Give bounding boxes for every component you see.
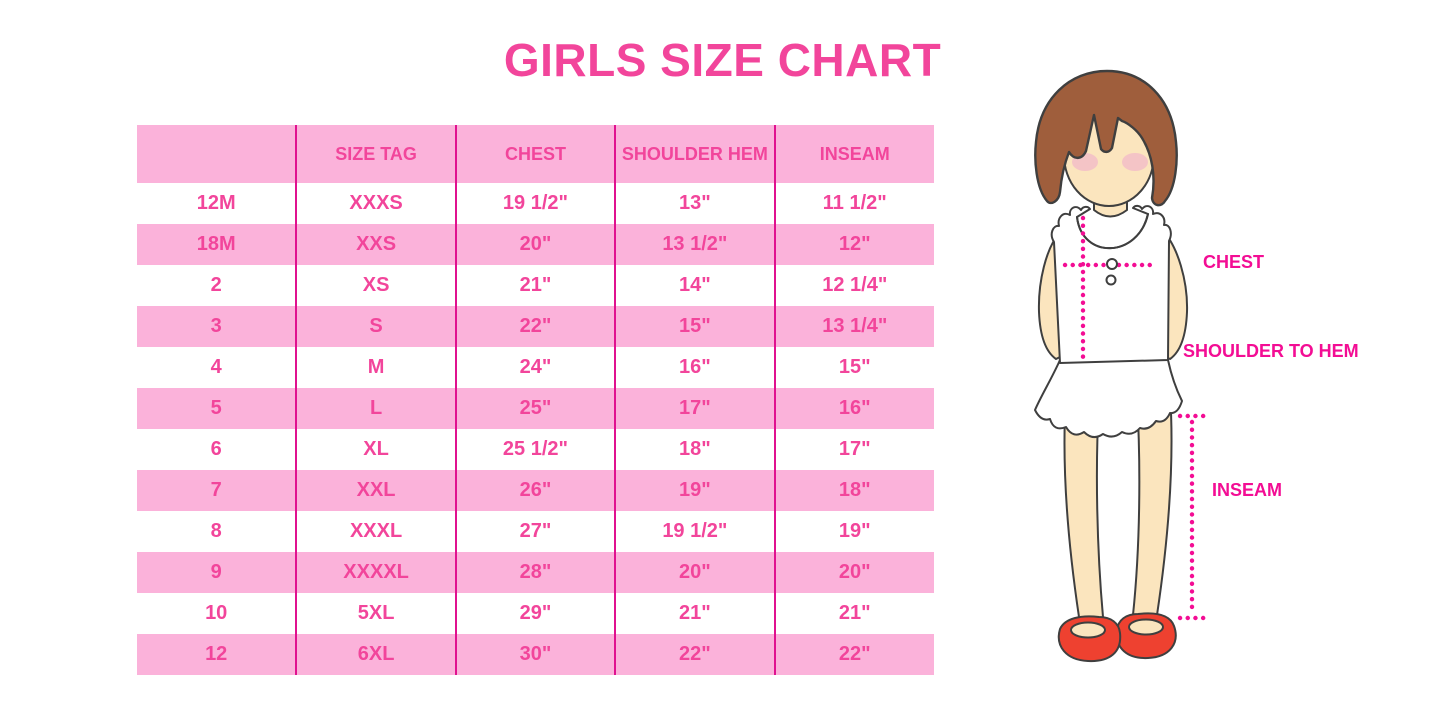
table-cell: L [295, 388, 456, 429]
table-cell: 17" [614, 388, 775, 429]
table-cell: 22" [773, 634, 934, 675]
table-cell: 25" [454, 388, 616, 429]
table-cell: 12 [137, 634, 297, 675]
girl-shoe-left-opening [1070, 621, 1106, 639]
girl-illustration [1034, 69, 1208, 663]
header-row: SIZE TAG CHEST SHOULDER HEM INSEAM [137, 125, 934, 183]
table-cell: 21" [454, 265, 616, 306]
table-cell: S [295, 306, 456, 347]
table-cell: 30" [454, 634, 616, 675]
table-cell: 20" [614, 552, 775, 593]
table-cell: 13" [614, 183, 775, 224]
column-header [137, 125, 297, 183]
table-cell: 19 1/2" [454, 183, 616, 224]
girl-hair [1034, 69, 1178, 207]
table-cell: XXXXL [295, 552, 456, 593]
table-cell: 5XL [295, 593, 456, 634]
page-title: GIRLS SIZE CHART [503, 34, 942, 86]
inseam-label: INSEAM [1212, 480, 1283, 500]
column-header: SIZE TAG [295, 125, 456, 183]
table-row: 5 L 25" 17" 16" [137, 388, 934, 429]
table-cell: XL [295, 429, 456, 470]
table-cell: 15" [773, 347, 934, 388]
chest-label: CHEST [1203, 252, 1265, 272]
table-cell: 8 [137, 511, 297, 552]
table-cell: 19 1/2" [614, 511, 775, 552]
table-cell: 13 1/4" [773, 306, 934, 347]
column-header: CHEST [454, 125, 616, 183]
table-cell: 26" [454, 470, 616, 511]
girl-top-button-1 [1106, 258, 1118, 270]
table-cell: XS [295, 265, 456, 306]
table-row: 18M XXS 20" 13 1/2" 12" [137, 224, 934, 265]
table-cell: XXXL [295, 511, 456, 552]
table-cell: 27" [454, 511, 616, 552]
size-table: SIZE TAG CHEST SHOULDER HEM INSEAM 12M XXXS 19… [137, 125, 934, 675]
table-cell: 21" [614, 593, 775, 634]
table-row: 8 XXXL 27" 19 1/2" 19" [137, 511, 934, 552]
shoulder-to-hem-label: SHOULDER TO HEM [1183, 341, 1359, 361]
table-cell: 28" [454, 552, 616, 593]
table-row: 10 5XL 29" 21" 21" [137, 593, 934, 634]
table-cell: 4 [137, 347, 297, 388]
girl-blush-right [1122, 153, 1148, 171]
table-cell: 18" [614, 429, 775, 470]
table-row: 9 XXXXL 28" 20" 20" [137, 552, 934, 593]
girl-shoe-right-opening [1128, 618, 1164, 636]
table-cell: 20" [773, 552, 934, 593]
table-cell: 21" [773, 593, 934, 634]
table-cell: XXXS [295, 183, 456, 224]
table-cell: XXS [295, 224, 456, 265]
table-row: 7 XXL 26" 19" 18" [137, 470, 934, 511]
table-cell: 14" [614, 265, 775, 306]
table-cell: 12M [137, 183, 297, 224]
table-cell: 7 [137, 470, 297, 511]
table-cell: 12" [773, 224, 934, 265]
table-cell: 11 1/2" [773, 183, 934, 224]
table-cell: 6XL [295, 634, 456, 675]
table-cell: 29" [454, 593, 616, 634]
size-table-container: SIZE TAG CHEST SHOULDER HEM INSEAM 12M XXXS 19… [137, 125, 934, 675]
table-cell: 16" [614, 347, 775, 388]
table-cell: M [295, 347, 456, 388]
table-cell: 6 [137, 429, 297, 470]
table-row: 12M XXXS 19 1/2" 13" 11 1/2" [137, 183, 934, 224]
table-row: 12 6XL 30" 22" 22" [137, 634, 934, 675]
table-row: 6 XL 25 1/2" 18" 17" [137, 429, 934, 470]
table-row: 2 XS 21" 14" 12 1/4" [137, 265, 934, 306]
table-cell: 12 1/4" [773, 265, 934, 306]
table-cell: 20" [454, 224, 616, 265]
table-cell: 9 [137, 552, 297, 593]
table-cell: 3 [137, 306, 297, 347]
column-header: SHOULDER HEM [614, 125, 775, 183]
table-cell: 19" [773, 511, 934, 552]
table-cell: 24" [454, 347, 616, 388]
table-cell: 22" [454, 306, 616, 347]
table-cell: 10 [137, 593, 297, 634]
girl-neckline [1076, 213, 1149, 250]
table-cell: XXL [295, 470, 456, 511]
table-cell: 25 1/2" [454, 429, 616, 470]
table-cell: 17" [773, 429, 934, 470]
girl-skirt [1034, 359, 1183, 438]
column-header: INSEAM [773, 125, 934, 183]
table-cell: 22" [614, 634, 775, 675]
table-cell: 16" [773, 388, 934, 429]
table-row: 4 M 24" 16" 15" [137, 347, 934, 388]
table-cell: 5 [137, 388, 297, 429]
table-cell: 18M [137, 224, 297, 265]
table-cell: 15" [614, 306, 775, 347]
table-cell: 19" [614, 470, 775, 511]
table-cell: 13 1/2" [614, 224, 775, 265]
table-row: 3 S 22" 15" 13 1/4" [137, 306, 934, 347]
girl-top-button-2 [1105, 274, 1117, 286]
table-cell: 18" [773, 470, 934, 511]
table-cell: 2 [137, 265, 297, 306]
